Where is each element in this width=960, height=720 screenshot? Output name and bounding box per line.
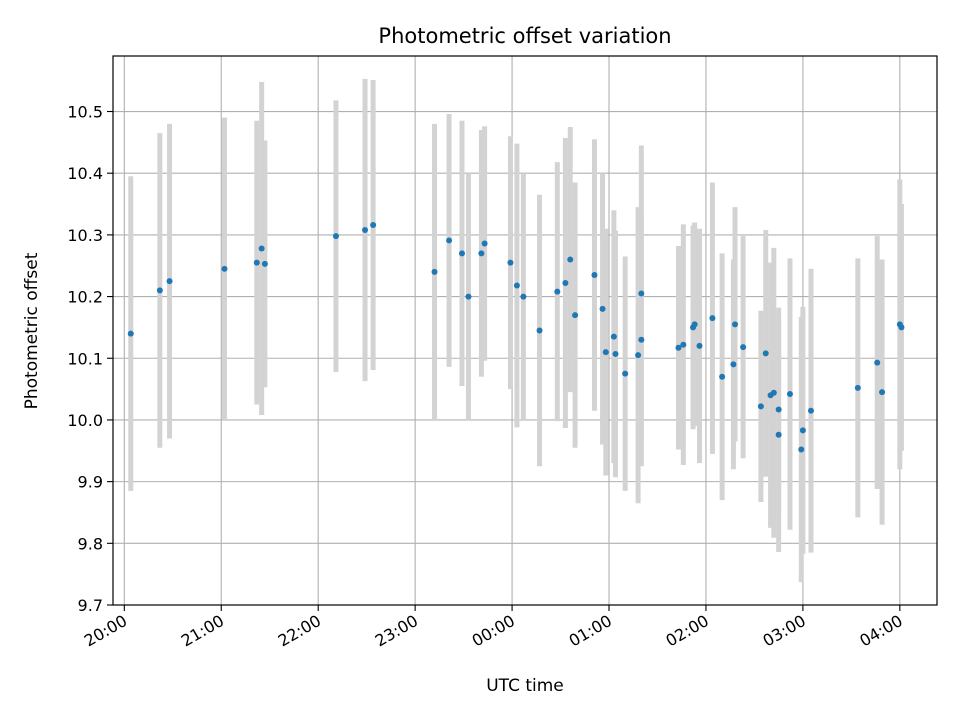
data-point: [719, 373, 726, 380]
data-point: [740, 344, 747, 351]
data-point: [757, 403, 764, 410]
data-point: [638, 290, 645, 297]
y-tick-label: 10.5: [67, 103, 103, 122]
data-point: [253, 259, 260, 266]
data-point: [775, 431, 782, 438]
data-point: [635, 352, 642, 359]
data-point: [478, 250, 485, 257]
data-point: [770, 389, 777, 396]
data-point: [879, 389, 886, 396]
data-point: [431, 268, 438, 275]
data-point: [691, 321, 698, 328]
data-point: [709, 315, 716, 322]
data-point: [554, 288, 561, 295]
y-tick-label: 9.8: [78, 534, 103, 553]
y-tick-label: 10.1: [67, 349, 103, 368]
data-point: [507, 259, 514, 266]
data-point: [591, 271, 598, 278]
data-point: [775, 406, 782, 413]
data-point: [610, 333, 617, 340]
y-tick-label: 9.7: [78, 596, 103, 615]
data-point: [332, 233, 339, 240]
data-point: [762, 350, 769, 357]
data-point: [680, 341, 687, 348]
y-axis-title: Photometric offset: [22, 252, 42, 409]
data-point: [638, 336, 645, 343]
data-point: [602, 349, 609, 356]
data-point: [458, 250, 465, 257]
data-point: [696, 342, 703, 349]
data-point: [166, 278, 173, 285]
y-tick-label: 10.4: [67, 164, 103, 183]
data-point: [730, 361, 737, 368]
data-point: [854, 384, 861, 391]
plot-frame: [112, 55, 938, 606]
data-point: [799, 427, 806, 434]
data-point: [481, 240, 488, 247]
data-point: [874, 359, 881, 366]
y-tick-label: 10.0: [67, 411, 103, 430]
data-point: [536, 327, 543, 334]
chart-title: Photometric offset variation: [378, 24, 671, 48]
data-point: [446, 237, 453, 244]
data-point: [786, 391, 793, 398]
y-tick-label: 9.9: [78, 473, 103, 492]
data-point: [567, 256, 574, 263]
data-point: [127, 330, 134, 337]
data-point: [732, 321, 739, 328]
data-point: [370, 222, 377, 229]
data-point: [258, 245, 265, 252]
data-point: [221, 265, 228, 272]
data-point: [513, 282, 520, 289]
data-point: [599, 305, 606, 312]
x-axis-title: UTC time: [486, 676, 564, 696]
data-point: [362, 226, 369, 233]
data-point: [465, 293, 472, 300]
data-point: [622, 370, 629, 377]
y-tick-label: 10.3: [67, 226, 103, 245]
data-point: [572, 312, 579, 319]
data-point: [807, 407, 814, 414]
data-point: [156, 287, 163, 294]
data-point: [675, 344, 682, 351]
data-point: [520, 293, 527, 300]
data-point: [798, 446, 805, 453]
data-point: [261, 260, 268, 267]
data-points: [127, 222, 905, 453]
data-point: [562, 280, 569, 287]
data-point: [612, 350, 619, 357]
data-point: [898, 324, 905, 331]
y-axis: 9.7 9.8 9.9 10.0 10.1 10.2 10.3 10.4 10.5: [67, 103, 113, 615]
y-tick-label: 10.2: [67, 288, 103, 307]
